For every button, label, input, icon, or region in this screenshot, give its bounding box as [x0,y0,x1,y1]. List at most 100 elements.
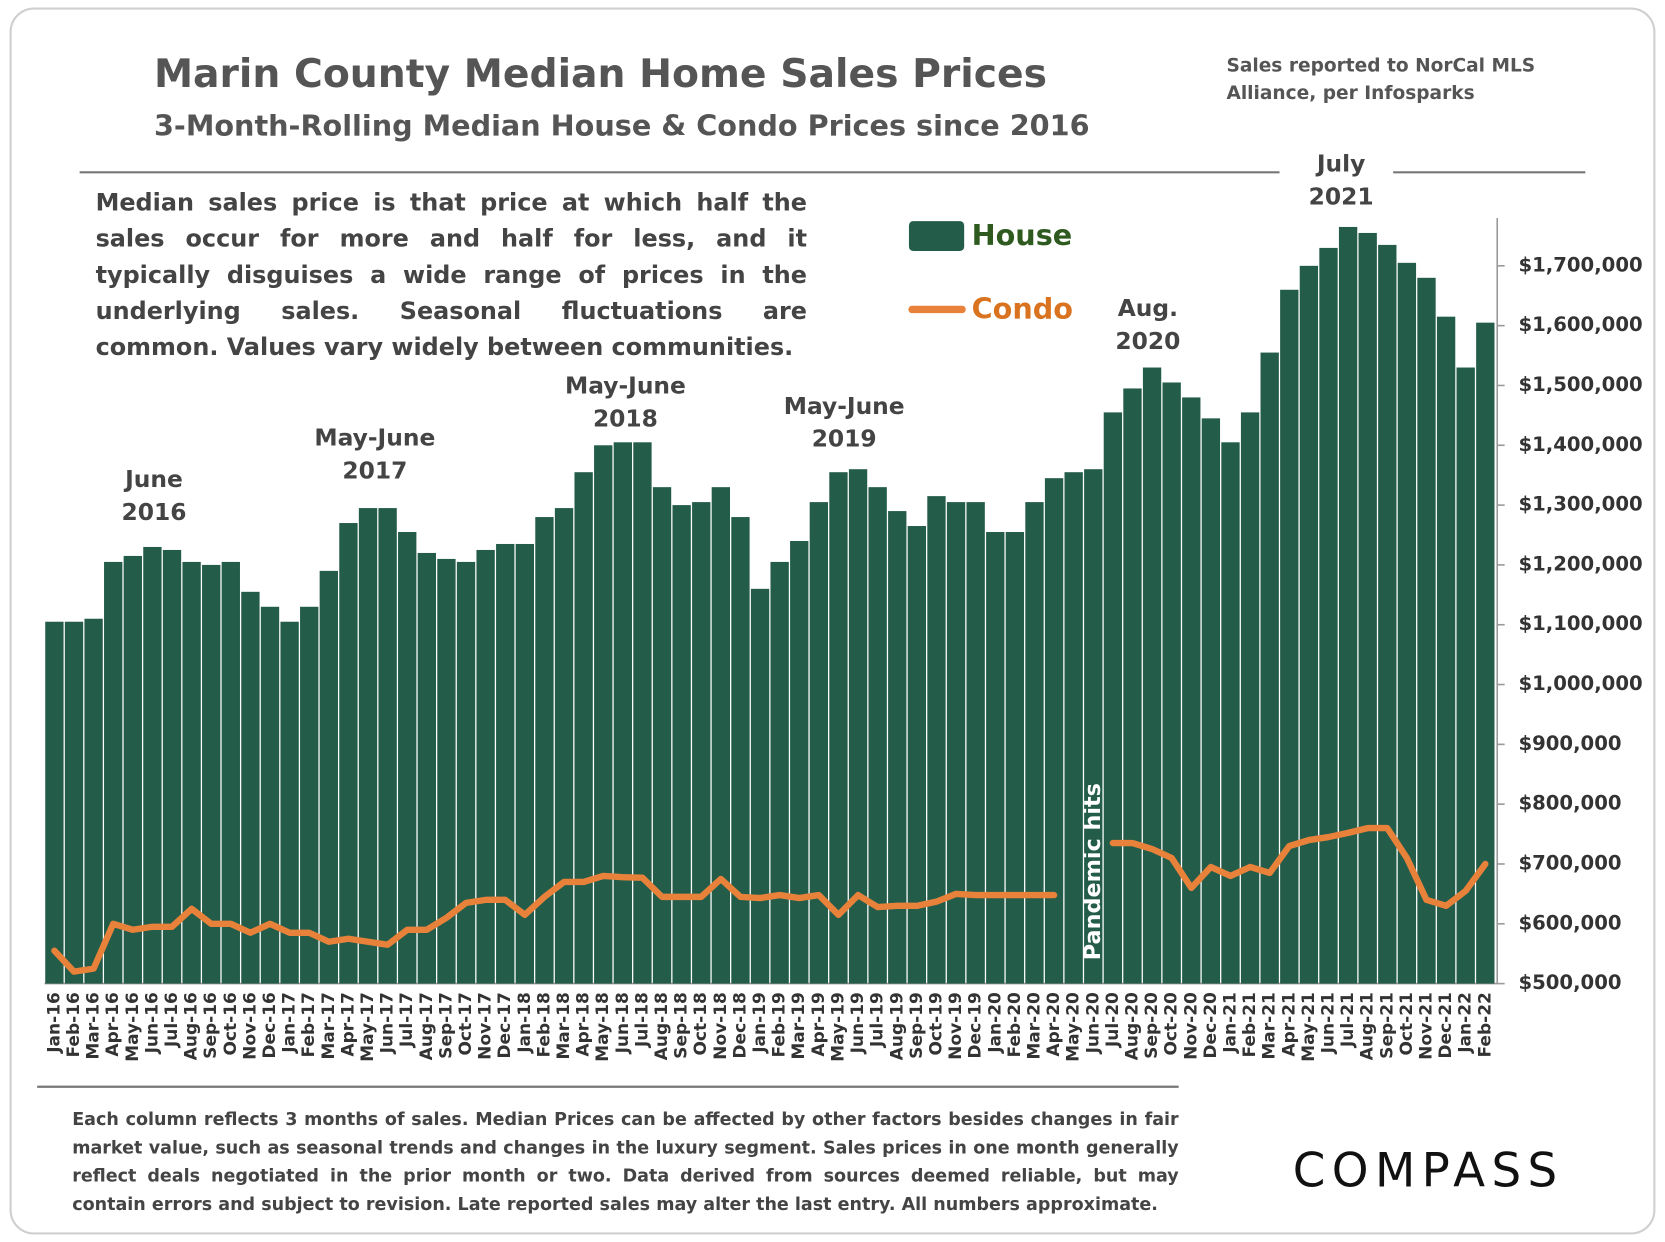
x-tick-label: Oct-20 [1162,992,1182,1056]
bar [731,517,750,984]
x-tick-label: Nov-18 [711,992,731,1060]
x-tick-label: Oct-18 [691,992,711,1055]
x-tick-label: Feb-18 [534,992,554,1057]
bar [358,508,378,984]
x-tick-label: Sep-16 [201,992,221,1059]
bar [633,442,652,984]
y-tick-label: $700,000 [1518,851,1621,874]
x-tick-label: Nov-16 [240,992,260,1060]
bar [476,549,495,984]
x-tick-label: Aug-19 [887,992,907,1060]
x-tick-label: Jan-16 [44,992,64,1054]
x-tick-label: Feb-16 [64,992,84,1057]
x-tick-label: Aug-21 [1358,992,1378,1060]
annotation: Aug. [1118,294,1178,322]
bar [339,523,358,984]
x-tick-label: May-17 [358,992,378,1062]
x-tick-label: Mar-16 [84,992,104,1060]
y-tick-label: $1,400,000 [1518,433,1642,456]
bar [143,546,162,984]
bar [202,564,221,984]
x-tick-label: Aug-18 [652,992,672,1060]
source-note: Sales reported to NorCal MLS [1226,55,1535,76]
bar [809,502,829,984]
x-tick-label: Oct-16 [221,992,241,1055]
legend-swatch [908,221,965,251]
bar [319,570,338,984]
bar [1378,244,1397,984]
x-tick-label: Aug-20 [1122,992,1142,1060]
x-tick-label: Feb-17 [299,992,319,1057]
bar [456,561,476,984]
chart-title: Marin County Median Home Sales Prices [154,52,1047,97]
y-tick-label: $1,600,000 [1518,313,1642,336]
bar [672,505,691,984]
bar [84,618,103,984]
x-tick-label: Dec-16 [260,992,280,1058]
y-tick-label: $600,000 [1518,911,1621,934]
x-tick-label: Jan-19 [750,992,770,1054]
x-tick-label: May-20 [1064,992,1084,1062]
x-tick-label: Dec-17 [495,992,515,1058]
x-tick-label: Oct-19 [926,992,946,1055]
bar [790,540,809,984]
annotation: 2020 [1115,327,1180,355]
x-tick-label: Jul-20 [1103,992,1123,1048]
x-tick-label: Nov-21 [1417,992,1437,1060]
x-tick-label: Oct-17 [456,992,476,1055]
footnote: Each column reflects 3 months of sales. … [72,1109,1179,1214]
annotation: 2018 [593,405,658,433]
bar [1417,277,1436,984]
bar [104,561,123,984]
x-tick-label: Dec-20 [1201,992,1221,1059]
bar [1358,232,1377,984]
bar [554,508,574,984]
bar [986,532,1005,984]
x-tick-label: Aug-16 [182,992,202,1060]
x-tick-label: Apr-18 [574,992,594,1056]
annotation: 2019 [812,425,877,453]
bar [966,502,985,984]
source-note: Alliance, per Infosparks [1226,83,1474,104]
chart-subtitle: 3-Month-Rolling Median House & Condo Pri… [154,109,1090,143]
description-box: Median sales price is that price at whic… [96,189,807,361]
bar [613,442,633,984]
bar [1221,442,1240,984]
x-tick-label: Jun-20 [1083,992,1103,1054]
bar [260,606,280,984]
x-tick-label: Jan-17 [280,992,300,1054]
x-tick-label: Feb-19 [770,992,790,1057]
bar [300,606,319,984]
bar [1201,418,1221,984]
y-tick-label: $1,100,000 [1518,612,1642,635]
x-tick-label: Mar-21 [1260,992,1280,1060]
bar [750,588,770,984]
x-tick-label: Dec-21 [1436,992,1456,1058]
bar [848,469,868,984]
annotation: June [123,465,183,493]
x-tick-label: May-18 [593,992,613,1062]
x-tick-label: Feb-22 [1475,992,1495,1057]
bar [398,532,417,984]
x-tick-label: Nov-19 [946,992,966,1060]
bar [652,487,672,984]
x-tick-label: Mar-19 [789,992,809,1060]
bar [64,621,84,984]
x-tick-label: Jan-21 [1220,992,1240,1054]
x-tick-label: Sep-18 [672,992,692,1059]
x-tick-label: Jul-16 [162,992,182,1048]
annotation: Pandemic hits [1080,783,1106,960]
bar [1240,412,1260,984]
bar [1299,265,1319,984]
x-tick-label: Sep-20 [1142,992,1162,1059]
bar [496,543,515,984]
bar [123,555,142,984]
bar [692,502,711,984]
bar [1142,367,1162,984]
y-tick-label: $1,300,000 [1518,493,1642,516]
bar [770,561,789,984]
line [51,824,1489,975]
bar [711,487,731,984]
x-tick-label: Jul-19 [868,992,888,1048]
legend-label: Condo [972,291,1073,325]
